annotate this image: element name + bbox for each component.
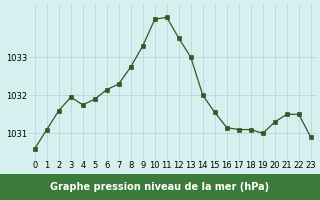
Text: Graphe pression niveau de la mer (hPa): Graphe pression niveau de la mer (hPa) — [51, 182, 269, 192]
